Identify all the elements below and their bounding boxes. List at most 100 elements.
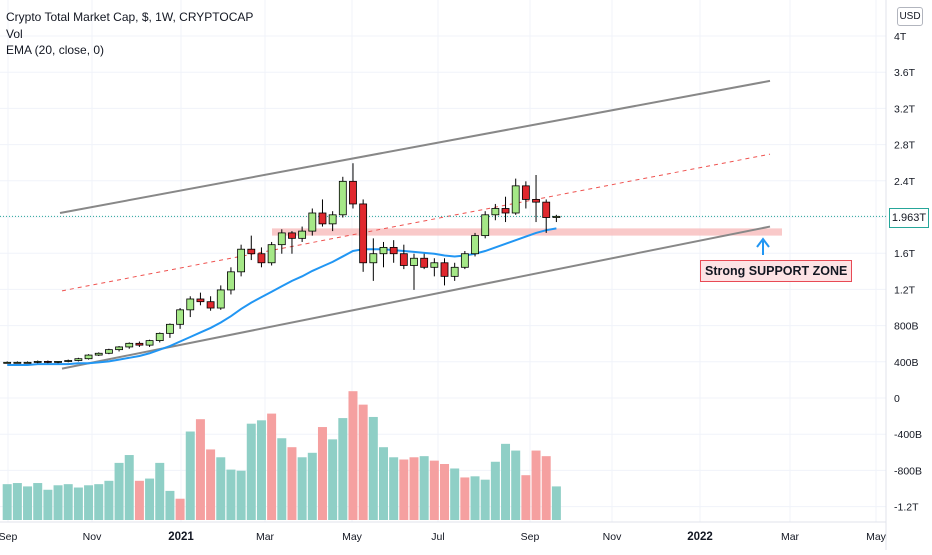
candle-body xyxy=(349,180,357,205)
candle-body xyxy=(379,246,388,255)
candle-body xyxy=(481,214,490,237)
candle-body xyxy=(359,203,368,264)
volume-bar xyxy=(84,485,94,520)
candle-body xyxy=(471,235,479,255)
price-axis-tick: 3.2T xyxy=(894,103,916,115)
ema-indicator-label[interactable]: EMA (20, close, 0) xyxy=(6,43,105,57)
candle-body xyxy=(277,232,286,246)
price-axis-tick: 1.6T xyxy=(894,248,916,260)
support-zone-annotation[interactable]: Strong SUPPORT ZONE xyxy=(700,260,853,282)
volume-bar xyxy=(521,475,531,520)
candle-body xyxy=(440,262,449,277)
volume-bar xyxy=(43,489,53,520)
candle-body xyxy=(33,361,42,363)
volume-bar xyxy=(195,419,205,520)
price-axis-tick: -800B xyxy=(894,465,922,477)
volume-bar xyxy=(399,459,409,520)
candle-body xyxy=(227,271,235,291)
time-axis-tick: Jul xyxy=(431,531,444,543)
candle-body xyxy=(237,248,246,273)
volume-bar xyxy=(104,480,114,520)
volume-bar xyxy=(216,457,226,520)
volume-bar xyxy=(531,450,541,520)
volume-bar xyxy=(501,443,511,520)
volume-bar xyxy=(450,468,460,520)
candle-body xyxy=(420,257,429,268)
time-axis-tick: Nov xyxy=(83,531,102,543)
candle-body xyxy=(94,352,103,356)
volume-bar xyxy=(53,485,63,520)
time-axis-tick: May xyxy=(342,531,363,543)
candle-body xyxy=(430,262,439,268)
volume-bar xyxy=(378,447,388,520)
price-axis-tick: 2.4T xyxy=(894,176,916,188)
volume-bar xyxy=(551,486,561,520)
time-axis-tick: Mar xyxy=(781,531,800,543)
candle-body xyxy=(54,361,62,363)
candle-body xyxy=(84,354,93,360)
price-axis-tick: 4T xyxy=(894,31,907,43)
volume-bar xyxy=(155,462,165,520)
volume-bar xyxy=(297,457,307,520)
volume-bar xyxy=(409,457,419,520)
candle-body xyxy=(410,257,418,266)
volume-bar xyxy=(246,423,256,520)
candle-body xyxy=(338,180,347,216)
volume-bar xyxy=(440,464,450,520)
channel-mid-line xyxy=(61,153,771,292)
candle-body xyxy=(13,361,22,364)
price-axis-tick: -400B xyxy=(894,429,922,441)
volume-bar xyxy=(490,461,500,520)
volume-bar xyxy=(470,476,480,520)
candle-body xyxy=(450,266,459,277)
candle-body xyxy=(43,361,52,363)
volume-bar xyxy=(277,438,287,520)
candle-body xyxy=(155,332,164,342)
price-axis-tick: 0 xyxy=(894,393,900,405)
candle-body xyxy=(389,246,398,255)
volume-bar xyxy=(256,420,266,520)
candle-body xyxy=(64,360,73,362)
volume-bar xyxy=(480,479,490,520)
candle-body xyxy=(135,342,144,346)
candle-body xyxy=(532,199,540,203)
time-axis-tick: Mar xyxy=(256,531,275,543)
candle-body xyxy=(145,340,154,346)
candle-body xyxy=(501,208,510,214)
volume-bar xyxy=(2,484,12,520)
candle-body xyxy=(288,232,296,239)
volume-bar xyxy=(368,416,378,520)
candle-body xyxy=(206,301,215,309)
volume-indicator-label[interactable]: Vol xyxy=(6,26,23,41)
price-axis-tick: 400B xyxy=(894,357,919,369)
support-zone-band xyxy=(272,228,782,236)
price-axis-tick: 3.6T xyxy=(894,67,916,79)
candle-body xyxy=(115,346,123,351)
volume-bar xyxy=(328,439,338,520)
last-price-label: 1.963T xyxy=(889,208,929,228)
chart-legend: Crypto Total Market Cap, $, 1W, CRYPTOCA… xyxy=(6,9,253,59)
volume-bar xyxy=(267,413,277,520)
candle-body xyxy=(74,358,83,361)
currency-badge[interactable]: USD xyxy=(897,7,923,26)
volume-bar xyxy=(12,483,22,520)
candle-body xyxy=(105,349,113,354)
volume-bar xyxy=(460,477,470,520)
candle-body xyxy=(318,212,327,225)
symbol-title[interactable]: Crypto Total Market Cap, $, 1W, CRYPTOCA… xyxy=(6,10,254,24)
volume-bar xyxy=(236,470,246,520)
volume-bar xyxy=(33,483,43,520)
volume-bar xyxy=(185,431,195,520)
candle-body xyxy=(176,309,184,325)
volume-bar xyxy=(287,447,297,520)
candle-body xyxy=(491,208,500,216)
price-axis-tick: 2.8T xyxy=(894,140,916,152)
time-axis-tick: May xyxy=(866,531,887,543)
volume-bar xyxy=(63,484,73,520)
candle-body xyxy=(247,248,256,255)
candle-body xyxy=(186,298,195,311)
time-axis-tick: Sep xyxy=(0,531,17,543)
volume-bar xyxy=(73,487,83,520)
